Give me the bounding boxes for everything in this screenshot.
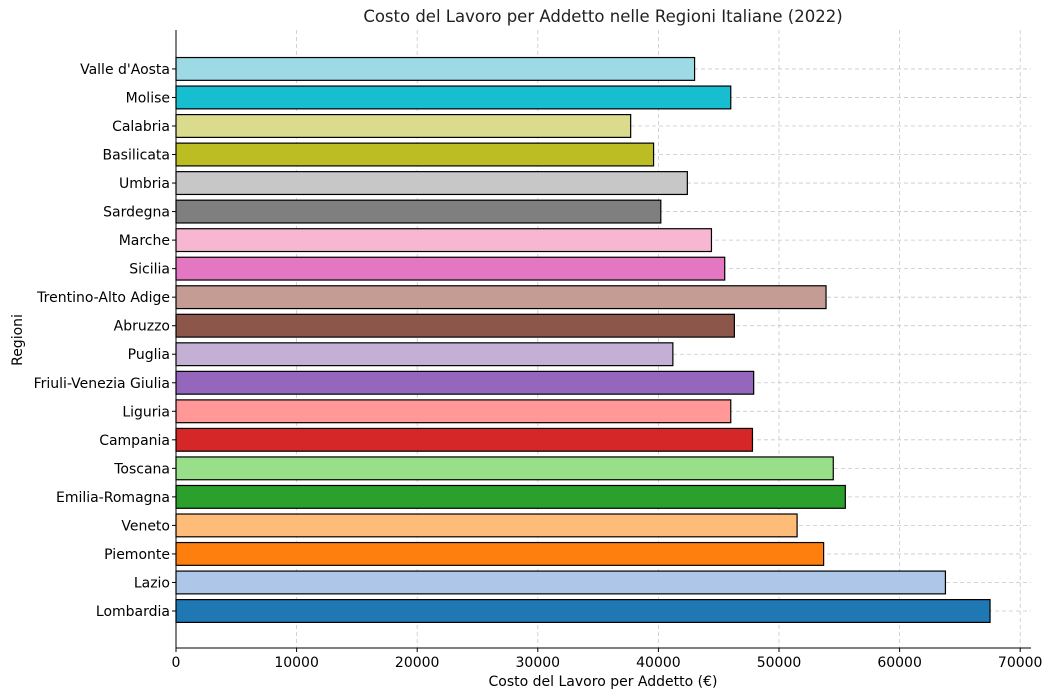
bar-trentino-alto-adige <box>175 285 827 310</box>
y-tick-label: Basilicata <box>103 148 171 164</box>
bar-molise <box>175 85 732 110</box>
x-tick-label: 10000 <box>274 655 319 671</box>
y-tick-label: Puglia <box>128 347 170 363</box>
bar-liguria <box>175 399 732 424</box>
bar-basilicata <box>175 142 655 167</box>
y-tick-label: Liguria <box>122 404 170 420</box>
x-tick-label: 40000 <box>636 655 681 671</box>
bar-sardegna <box>175 199 662 224</box>
y-axis-label: Regioni <box>10 314 26 366</box>
bar-valle-d-aosta <box>175 56 696 81</box>
y-tick-label: Molise <box>126 90 170 106</box>
y-tick-label: Trentino-Alto Adige <box>36 290 170 306</box>
y-tick-label: Toscana <box>113 461 170 477</box>
x-tick-label: 0 <box>172 655 181 671</box>
x-tick-label: 50000 <box>757 655 802 671</box>
bars <box>175 56 991 623</box>
x-tick-label: 30000 <box>516 655 561 671</box>
y-tick-label: Lombardia <box>96 604 170 620</box>
bar-sicilia <box>175 256 726 281</box>
y-tick-label: Friuli-Venezia Giulia <box>34 376 170 392</box>
y-tick-label: Valle d'Aosta <box>80 62 170 78</box>
y-tick-label: Calabria <box>112 119 170 135</box>
bar-lazio <box>175 570 947 595</box>
x-tick-label: 70000 <box>998 655 1043 671</box>
y-tick-label: Sardegna <box>103 205 170 221</box>
axes <box>175 30 1031 649</box>
y-ticks: Lombardia Lazio Piemonte Veneto Emilia-Romag… <box>34 62 176 620</box>
bar-piemonte <box>175 541 825 566</box>
y-tick-label: Emilia-Romagna <box>56 490 170 506</box>
y-tick-label: Piemonte <box>104 547 170 563</box>
bar-toscana <box>175 456 834 481</box>
bar-abruzzo <box>175 313 735 338</box>
bar-friuli-venezia-giulia <box>175 370 755 395</box>
x-tick-label: 60000 <box>877 655 922 671</box>
bar-umbria <box>175 171 688 196</box>
chart-title: Costo del Lavoro per Addetto nelle Regio… <box>363 7 842 26</box>
x-axis-label: Costo del Lavoro per Addetto (€) <box>489 674 718 690</box>
bar-calabria <box>175 113 632 138</box>
y-tick-label: Veneto <box>121 518 170 534</box>
bar-campania <box>175 427 754 452</box>
x-ticks: 0 10000 20000 30000 40000 50000 60000 70000 <box>172 648 1043 671</box>
bar-lombardia <box>175 598 991 623</box>
bar-emilia-romagna <box>175 484 846 509</box>
y-tick-label: Abruzzo <box>114 319 170 335</box>
y-tick-label: Marche <box>119 233 170 249</box>
bar-marche <box>175 228 713 253</box>
x-tick-label: 20000 <box>395 655 440 671</box>
y-tick-label: Sicilia <box>129 262 170 278</box>
y-tick-label: Campania <box>99 433 170 449</box>
y-tick-label: Umbria <box>119 176 170 192</box>
bar-veneto <box>175 513 798 538</box>
y-tick-label: Lazio <box>134 575 170 591</box>
bar-puglia <box>175 342 674 367</box>
